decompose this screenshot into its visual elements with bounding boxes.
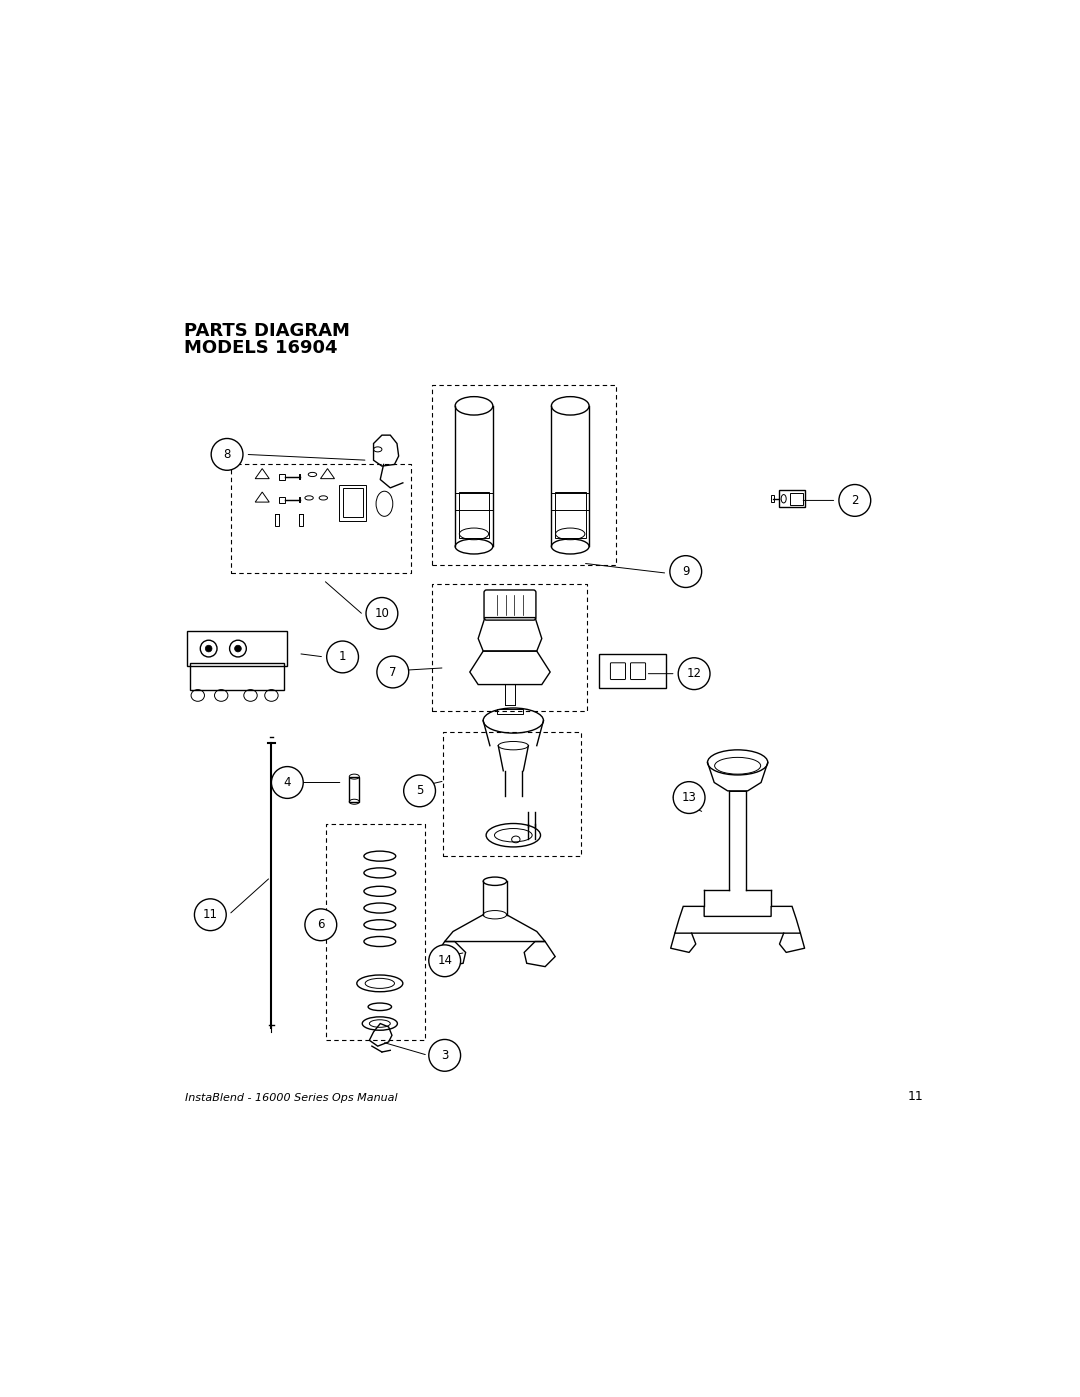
Text: 13: 13 xyxy=(681,791,697,805)
Circle shape xyxy=(234,645,241,652)
Text: 9: 9 xyxy=(681,564,689,578)
Text: 7: 7 xyxy=(389,665,396,679)
Circle shape xyxy=(678,658,710,690)
Text: 14: 14 xyxy=(437,954,453,967)
Circle shape xyxy=(404,775,435,806)
Text: MODELS 16904: MODELS 16904 xyxy=(184,339,337,356)
Circle shape xyxy=(271,767,303,799)
Circle shape xyxy=(326,641,359,673)
Circle shape xyxy=(429,1039,460,1071)
Circle shape xyxy=(212,439,243,471)
Circle shape xyxy=(673,782,705,813)
Text: 1: 1 xyxy=(339,651,347,664)
Text: 5: 5 xyxy=(416,784,423,798)
Text: 11: 11 xyxy=(907,1090,923,1104)
Text: 11: 11 xyxy=(203,908,218,921)
Text: 10: 10 xyxy=(375,606,390,620)
Text: InstaBlend - 16000 Series Ops Manual: InstaBlend - 16000 Series Ops Manual xyxy=(186,1092,397,1104)
Text: PARTS DIAGRAM: PARTS DIAGRAM xyxy=(184,323,350,339)
Text: 3: 3 xyxy=(441,1049,448,1062)
Text: 4: 4 xyxy=(284,775,292,789)
Circle shape xyxy=(194,898,226,930)
Text: 8: 8 xyxy=(224,448,231,461)
Circle shape xyxy=(670,556,702,588)
Circle shape xyxy=(839,485,870,517)
Circle shape xyxy=(377,657,408,687)
Circle shape xyxy=(429,944,460,977)
Circle shape xyxy=(205,645,212,652)
Circle shape xyxy=(305,909,337,940)
Text: 12: 12 xyxy=(687,668,702,680)
Text: 2: 2 xyxy=(851,495,859,507)
Text: 6: 6 xyxy=(318,918,325,932)
Circle shape xyxy=(366,598,397,629)
